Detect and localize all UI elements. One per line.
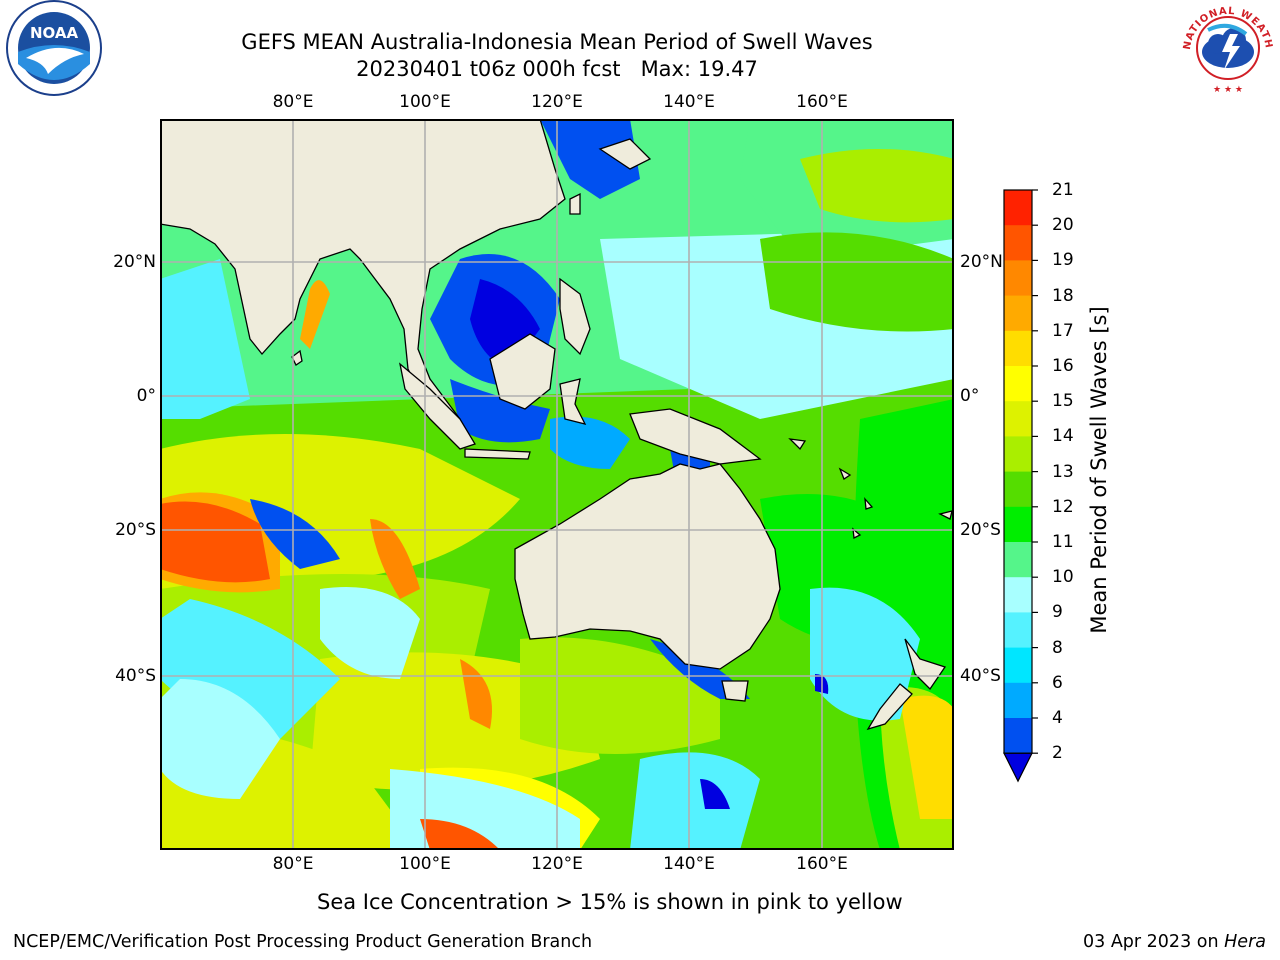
colorbar-tick-label: 6 — [1052, 672, 1063, 693]
colorbar-segment — [1004, 682, 1032, 719]
colorbar-extend-arrow — [1003, 752, 1033, 783]
sea-ice-note: Sea Ice Concentration > 15% is shown in … — [317, 890, 903, 914]
footer-date: 03 Apr 2023 on Hera — [1083, 932, 1266, 952]
noaa-logo-text: NOAA — [30, 24, 79, 42]
colorbar-tick-label: 11 — [1052, 532, 1074, 552]
colorbar-segment — [1004, 260, 1032, 297]
colorbar-tick-label: 20 — [1052, 215, 1074, 236]
long-period-maxima — [160, 119, 630, 850]
colorbar-tick-label: 8 — [1052, 637, 1063, 658]
colorbar-segment — [1004, 612, 1032, 649]
lon-tick-bottom: 140°E — [663, 854, 715, 874]
swell-period-map — [160, 119, 954, 850]
colorbar-tick-label: 18 — [1052, 285, 1074, 306]
lon-tick-bottom: 160°E — [796, 854, 848, 874]
lon-tick-bottom: 80°E — [272, 854, 314, 874]
chart-subtitle: 20230401 t06z 000h fcst Max: 19.47 — [356, 57, 758, 81]
colorbar-segment — [1004, 506, 1032, 543]
footer-host: Hera — [1224, 932, 1266, 952]
colorbar-tick-label: 14 — [1052, 426, 1074, 447]
lat-tick-left: 0° — [136, 386, 156, 406]
lon-tick-top: 140°E — [663, 92, 715, 112]
map-gridlines — [160, 119, 954, 850]
colorbar-segment — [1004, 401, 1032, 437]
colorbar-tick-label: 2 — [1052, 743, 1063, 764]
colorbar — [1000, 186, 1040, 790]
colorbar-tick-label: 13 — [1052, 461, 1074, 482]
colorbar-tick-label: 16 — [1052, 356, 1074, 376]
lat-tick-right: 40°S — [960, 666, 1001, 686]
lat-tick-left: 20°N — [113, 252, 156, 272]
colorbar-segment — [1004, 190, 1032, 226]
lat-tick-left: 20°S — [115, 520, 156, 540]
colorbar-segment — [1004, 366, 1032, 402]
footer-credit: NCEP/EMC/Verification Post Processing Pr… — [13, 932, 593, 952]
map-border — [160, 119, 954, 850]
colorbar-tick-label: 9 — [1052, 602, 1063, 623]
lat-tick-right: 0° — [960, 386, 980, 406]
colorbar-tick-label: 10 — [1052, 567, 1074, 588]
colorbar-tick-label: 19 — [1052, 250, 1074, 271]
lon-tick-bottom: 120°E — [531, 854, 583, 874]
footer-date-text: 03 Apr 2023 on — [1083, 932, 1225, 952]
lat-tick-right: 20°S — [960, 520, 1001, 540]
colorbar-segment — [1004, 225, 1032, 261]
land-masses — [160, 119, 953, 731]
lon-tick-bottom: 100°E — [399, 854, 451, 874]
colorbar-segment — [1004, 577, 1032, 613]
colorbar-segment — [1004, 542, 1032, 578]
chart-title: GEFS MEAN Australia-Indonesia Mean Perio… — [241, 30, 873, 54]
lat-tick-left: 40°S — [115, 666, 156, 686]
colorbar-tick-label: 17 — [1052, 320, 1074, 341]
colorbar-tick-label: 21 — [1052, 180, 1074, 200]
colorbar-tick-label: 12 — [1052, 496, 1074, 517]
nws-logo: NATIONAL WEATHER SERVICE ★ ★ ★ — [1174, 0, 1278, 104]
colorbar-label: Mean Period of Swell Waves [s] — [1087, 306, 1111, 634]
colorbar-segment — [1004, 330, 1032, 367]
lon-tick-top: 120°E — [531, 92, 583, 112]
svg-text:★ ★ ★: ★ ★ ★ — [1213, 85, 1243, 95]
lon-tick-top: 100°E — [399, 92, 451, 112]
lon-tick-top: 160°E — [796, 92, 848, 112]
colorbar-tick-label: 4 — [1052, 708, 1063, 728]
colorbar-segment — [1004, 718, 1032, 754]
lon-tick-top: 80°E — [272, 92, 314, 112]
colorbar-segment — [1004, 471, 1032, 508]
colorbar-segment — [1004, 436, 1032, 473]
noaa-logo: NOAA — [4, 0, 104, 104]
colorbar-tick-label: 15 — [1052, 391, 1074, 412]
colorbar-segment — [1004, 647, 1032, 684]
colorbar-segment — [1004, 295, 1032, 332]
lat-tick-right: 20°N — [960, 252, 1003, 272]
